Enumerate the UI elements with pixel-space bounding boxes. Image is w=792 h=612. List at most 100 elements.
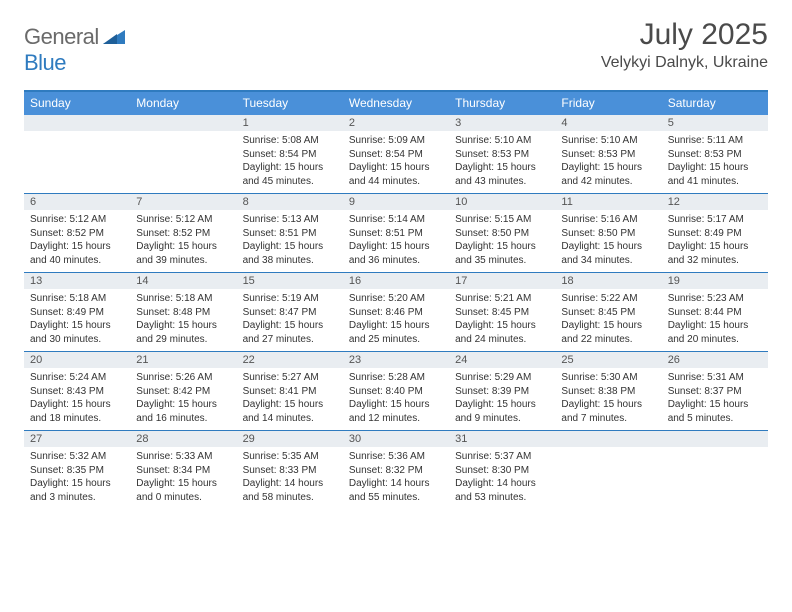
sunset-line: Sunset: 8:54 PM (243, 148, 337, 162)
day-number: 6 (24, 194, 130, 210)
day-number: 29 (237, 431, 343, 447)
sunrise-line: Sunrise: 5:11 AM (668, 134, 762, 148)
cell-body: Sunrise: 5:11 AMSunset: 8:53 PMDaylight:… (662, 131, 768, 192)
calendar-cell: 19Sunrise: 5:23 AMSunset: 8:44 PMDayligh… (662, 273, 768, 351)
cell-body: Sunrise: 5:26 AMSunset: 8:42 PMDaylight:… (130, 368, 236, 429)
day-number: 14 (130, 273, 236, 289)
week-row: 1Sunrise: 5:08 AMSunset: 8:54 PMDaylight… (24, 115, 768, 193)
day-header: Friday (555, 92, 661, 115)
sunrise-line: Sunrise: 5:27 AM (243, 371, 337, 385)
day-number: 25 (555, 352, 661, 368)
sunset-line: Sunset: 8:48 PM (136, 306, 230, 320)
day-header: Monday (130, 92, 236, 115)
sunset-line: Sunset: 8:40 PM (349, 385, 443, 399)
sunrise-line: Sunrise: 5:10 AM (561, 134, 655, 148)
sunset-line: Sunset: 8:30 PM (455, 464, 549, 478)
sunset-line: Sunset: 8:51 PM (243, 227, 337, 241)
calendar-cell: 14Sunrise: 5:18 AMSunset: 8:48 PMDayligh… (130, 273, 236, 351)
calendar-cell: 15Sunrise: 5:19 AMSunset: 8:47 PMDayligh… (237, 273, 343, 351)
daylight-line: Daylight: 14 hours and 55 minutes. (349, 477, 443, 504)
sunset-line: Sunset: 8:41 PM (243, 385, 337, 399)
calendar-cell: 29Sunrise: 5:35 AMSunset: 8:33 PMDayligh… (237, 431, 343, 509)
daylight-line: Daylight: 15 hours and 7 minutes. (561, 398, 655, 425)
calendar-cell: 11Sunrise: 5:16 AMSunset: 8:50 PMDayligh… (555, 194, 661, 272)
sunrise-line: Sunrise: 5:30 AM (561, 371, 655, 385)
cell-body: Sunrise: 5:12 AMSunset: 8:52 PMDaylight:… (24, 210, 130, 271)
calendar-cell (130, 115, 236, 193)
day-number: 21 (130, 352, 236, 368)
daylight-line: Daylight: 15 hours and 25 minutes. (349, 319, 443, 346)
sunset-line: Sunset: 8:37 PM (668, 385, 762, 399)
cell-body: Sunrise: 5:16 AMSunset: 8:50 PMDaylight:… (555, 210, 661, 271)
sunset-line: Sunset: 8:43 PM (30, 385, 124, 399)
cell-body: Sunrise: 5:12 AMSunset: 8:52 PMDaylight:… (130, 210, 236, 271)
calendar-cell: 1Sunrise: 5:08 AMSunset: 8:54 PMDaylight… (237, 115, 343, 193)
daylight-line: Daylight: 15 hours and 38 minutes. (243, 240, 337, 267)
calendar-cell: 8Sunrise: 5:13 AMSunset: 8:51 PMDaylight… (237, 194, 343, 272)
cell-body: Sunrise: 5:21 AMSunset: 8:45 PMDaylight:… (449, 289, 555, 350)
daylight-line: Daylight: 15 hours and 0 minutes. (136, 477, 230, 504)
cell-body: Sunrise: 5:22 AMSunset: 8:45 PMDaylight:… (555, 289, 661, 350)
daylight-line: Daylight: 15 hours and 5 minutes. (668, 398, 762, 425)
day-header: Sunday (24, 92, 130, 115)
day-header: Wednesday (343, 92, 449, 115)
day-header: Thursday (449, 92, 555, 115)
sunrise-line: Sunrise: 5:36 AM (349, 450, 443, 464)
calendar-cell: 22Sunrise: 5:27 AMSunset: 8:41 PMDayligh… (237, 352, 343, 430)
sunrise-line: Sunrise: 5:17 AM (668, 213, 762, 227)
cell-body: Sunrise: 5:35 AMSunset: 8:33 PMDaylight:… (237, 447, 343, 508)
title-block: July 2025 Velykyi Dalnyk, Ukraine (601, 18, 768, 72)
daylight-line: Daylight: 15 hours and 29 minutes. (136, 319, 230, 346)
day-number: 19 (662, 273, 768, 289)
cell-body: Sunrise: 5:18 AMSunset: 8:48 PMDaylight:… (130, 289, 236, 350)
cell-body: Sunrise: 5:29 AMSunset: 8:39 PMDaylight:… (449, 368, 555, 429)
calendar-cell: 3Sunrise: 5:10 AMSunset: 8:53 PMDaylight… (449, 115, 555, 193)
day-number: 16 (343, 273, 449, 289)
day-number: 1 (237, 115, 343, 131)
day-number: 15 (237, 273, 343, 289)
sunrise-line: Sunrise: 5:14 AM (349, 213, 443, 227)
calendar-page: GeneralBlue July 2025 Velykyi Dalnyk, Uk… (0, 0, 792, 509)
calendar-grid: SundayMondayTuesdayWednesdayThursdayFrid… (24, 90, 768, 509)
day-number: 10 (449, 194, 555, 210)
calendar-cell: 5Sunrise: 5:11 AMSunset: 8:53 PMDaylight… (662, 115, 768, 193)
sunset-line: Sunset: 8:51 PM (349, 227, 443, 241)
sunset-line: Sunset: 8:34 PM (136, 464, 230, 478)
daylight-line: Daylight: 15 hours and 40 minutes. (30, 240, 124, 267)
day-number: 2 (343, 115, 449, 131)
day-number: 31 (449, 431, 555, 447)
day-header: Tuesday (237, 92, 343, 115)
day-number: 11 (555, 194, 661, 210)
calendar-cell: 7Sunrise: 5:12 AMSunset: 8:52 PMDaylight… (130, 194, 236, 272)
daylight-line: Daylight: 15 hours and 27 minutes. (243, 319, 337, 346)
calendar-cell: 24Sunrise: 5:29 AMSunset: 8:39 PMDayligh… (449, 352, 555, 430)
sunrise-line: Sunrise: 5:12 AM (30, 213, 124, 227)
location-text: Velykyi Dalnyk, Ukraine (601, 54, 768, 72)
calendar-cell: 31Sunrise: 5:37 AMSunset: 8:30 PMDayligh… (449, 431, 555, 509)
sunrise-line: Sunrise: 5:10 AM (455, 134, 549, 148)
sunrise-line: Sunrise: 5:16 AM (561, 213, 655, 227)
sunrise-line: Sunrise: 5:21 AM (455, 292, 549, 306)
cell-body: Sunrise: 5:18 AMSunset: 8:49 PMDaylight:… (24, 289, 130, 350)
daylight-line: Daylight: 15 hours and 43 minutes. (455, 161, 549, 188)
cell-body: Sunrise: 5:30 AMSunset: 8:38 PMDaylight:… (555, 368, 661, 429)
sunset-line: Sunset: 8:32 PM (349, 464, 443, 478)
sunrise-line: Sunrise: 5:12 AM (136, 213, 230, 227)
daylight-line: Daylight: 15 hours and 36 minutes. (349, 240, 443, 267)
sunrise-line: Sunrise: 5:23 AM (668, 292, 762, 306)
daylight-line: Daylight: 14 hours and 58 minutes. (243, 477, 337, 504)
daylight-line: Daylight: 15 hours and 30 minutes. (30, 319, 124, 346)
week-row: 27Sunrise: 5:32 AMSunset: 8:35 PMDayligh… (24, 430, 768, 509)
day-header: Saturday (662, 92, 768, 115)
month-title: July 2025 (601, 18, 768, 52)
cell-body: Sunrise: 5:27 AMSunset: 8:41 PMDaylight:… (237, 368, 343, 429)
daylight-line: Daylight: 15 hours and 42 minutes. (561, 161, 655, 188)
sunset-line: Sunset: 8:53 PM (455, 148, 549, 162)
sunset-line: Sunset: 8:52 PM (136, 227, 230, 241)
day-number (555, 431, 661, 447)
daylight-line: Daylight: 15 hours and 44 minutes. (349, 161, 443, 188)
sunset-line: Sunset: 8:45 PM (455, 306, 549, 320)
sunrise-line: Sunrise: 5:33 AM (136, 450, 230, 464)
sunset-line: Sunset: 8:49 PM (668, 227, 762, 241)
calendar-cell (24, 115, 130, 193)
